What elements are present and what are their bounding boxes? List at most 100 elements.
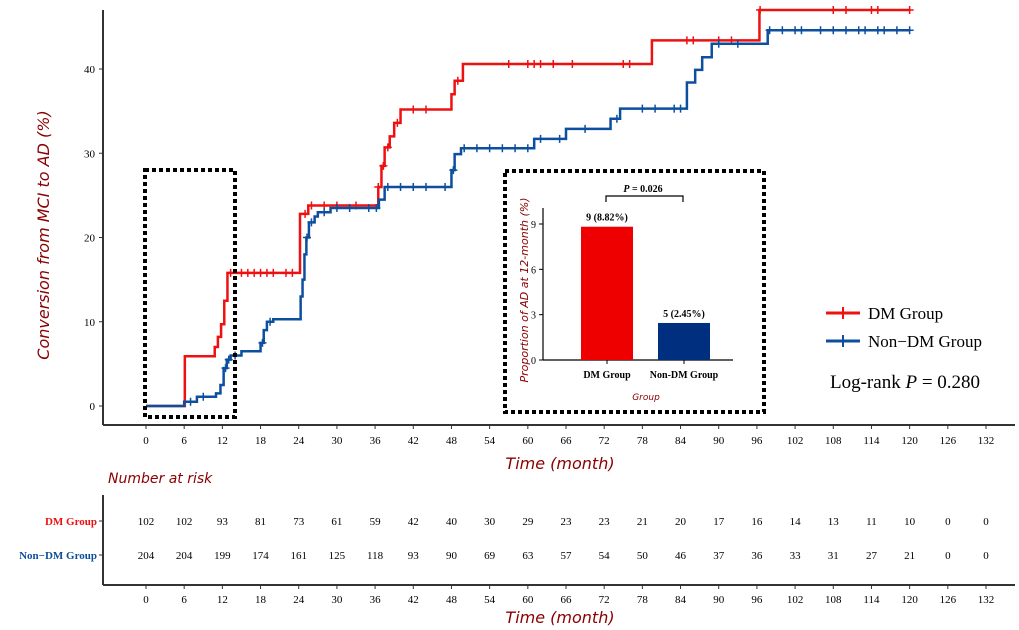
censor-mark <box>756 6 765 15</box>
censor-mark <box>536 134 545 143</box>
x-tick-label: 66 <box>561 435 573 447</box>
significance-bracket <box>605 195 684 202</box>
risk-cell: 81 <box>255 516 266 528</box>
risk-cell: 57 <box>561 550 573 562</box>
risk-cell: 42 <box>408 516 419 528</box>
x-tick-label: 42 <box>408 435 419 447</box>
censor-mark <box>676 104 685 113</box>
logrank-annotation: Log-rank P = 0.280 <box>830 372 980 393</box>
risk-x-tick-label: 60 <box>522 594 534 606</box>
risk-cell: 125 <box>329 550 346 562</box>
censor-mark <box>221 364 230 373</box>
risk-row-label: Non−DM Group <box>19 550 97 562</box>
censor-mark <box>307 201 316 210</box>
risk-cell: 90 <box>446 550 458 562</box>
risk-cell: 46 <box>675 550 687 562</box>
risk-x-tick-label: 30 <box>331 594 343 606</box>
risk-cell: 102 <box>176 516 193 528</box>
censor-mark <box>393 118 402 127</box>
censor-mark <box>797 26 806 35</box>
censor-mark <box>364 204 373 213</box>
y-tick-label: 0 <box>90 401 96 413</box>
censor-mark <box>422 105 430 114</box>
risk-cell: 40 <box>446 516 458 528</box>
inset-y-axis-title: Proportion of AD at 12-month (%) <box>518 197 531 382</box>
risk-x-tick-label: 84 <box>675 594 687 606</box>
censor-mark <box>472 144 481 153</box>
censor-mark <box>409 105 418 114</box>
censor-mark <box>689 36 698 45</box>
censor-mark <box>422 182 430 191</box>
censor-mark <box>307 218 316 227</box>
risk-row-label: DM Group <box>45 516 97 528</box>
inset-bar-label: 5 (2.45%) <box>663 309 705 320</box>
censor-mark <box>612 114 621 123</box>
censor-mark <box>269 268 278 277</box>
inset-x-axis-title: Group <box>632 393 660 403</box>
censor-mark <box>449 166 458 175</box>
censor-mark <box>396 182 405 191</box>
risk-cell: 14 <box>790 516 802 528</box>
inset-bar-dm <box>581 226 633 360</box>
censor-mark <box>880 26 889 35</box>
risk-x-tick-label: 120 <box>901 594 918 606</box>
risk-x-tick-label: 96 <box>751 594 763 606</box>
risk-cell: 0 <box>945 550 951 562</box>
inset-y-tick-label: 6 <box>531 265 536 276</box>
censor-mark <box>383 182 392 191</box>
censor-mark <box>504 59 513 68</box>
censor-mark <box>638 104 647 113</box>
risk-cell: 29 <box>522 516 534 528</box>
risk-cell: 0 <box>983 550 989 562</box>
censor-mark <box>441 182 450 191</box>
censor-mark <box>765 26 774 35</box>
risk-cell: 204 <box>138 550 155 562</box>
inset-bar-label: 9 (8.82%) <box>586 213 628 224</box>
x-tick-label: 18 <box>255 435 267 447</box>
censor-mark <box>829 6 838 15</box>
censor-mark <box>301 209 310 218</box>
censor-mark <box>536 59 545 68</box>
censor-mark <box>733 39 742 48</box>
risk-x-tick-label: 66 <box>561 594 573 606</box>
risk-cell: 23 <box>561 516 573 528</box>
inset-y-tick-label: 3 <box>531 311 536 322</box>
y-tick-label: 30 <box>84 148 96 160</box>
censor-mark <box>555 134 564 143</box>
censor-mark <box>816 26 825 35</box>
censor-mark <box>345 204 354 213</box>
y-tick-label: 40 <box>84 64 96 76</box>
x-tick-label: 108 <box>825 435 842 447</box>
legend-label: DM Group <box>868 304 943 323</box>
x-tick-label: 48 <box>446 435 458 447</box>
highlight-box <box>143 168 237 419</box>
x-tick-label: 102 <box>787 435 804 447</box>
y-axis-title: Conversion from MCI to AD (%) <box>34 110 53 359</box>
x-tick-label: 6 <box>181 435 187 447</box>
censor-mark <box>581 124 590 133</box>
y-tick-label: 20 <box>84 233 96 245</box>
risk-cell: 23 <box>599 516 611 528</box>
risk-cell: 199 <box>214 550 231 562</box>
risk-cell: 10 <box>904 516 916 528</box>
risk-x-axis-title: Time (month) <box>505 608 614 627</box>
censor-mark <box>320 208 329 217</box>
risk-cell: 63 <box>522 550 534 562</box>
censor-mark <box>485 144 494 153</box>
censor-mark <box>453 76 462 85</box>
censor-mark <box>383 143 392 152</box>
censor-mark <box>714 39 723 48</box>
risk-x-tick-label: 78 <box>637 594 649 606</box>
risk-cell: 59 <box>370 516 382 528</box>
risk-cell: 36 <box>751 550 763 562</box>
x-tick-label: 78 <box>637 435 649 447</box>
risk-x-tick-label: 114 <box>863 594 880 606</box>
censor-mark <box>409 182 418 191</box>
risk-x-tick-label: 6 <box>181 594 187 606</box>
risk-x-tick-label: 126 <box>940 594 957 606</box>
risk-cell: 16 <box>751 516 763 528</box>
inset-box <box>503 169 766 414</box>
risk-cell: 54 <box>599 550 611 562</box>
risk-cell: 31 <box>828 550 839 562</box>
